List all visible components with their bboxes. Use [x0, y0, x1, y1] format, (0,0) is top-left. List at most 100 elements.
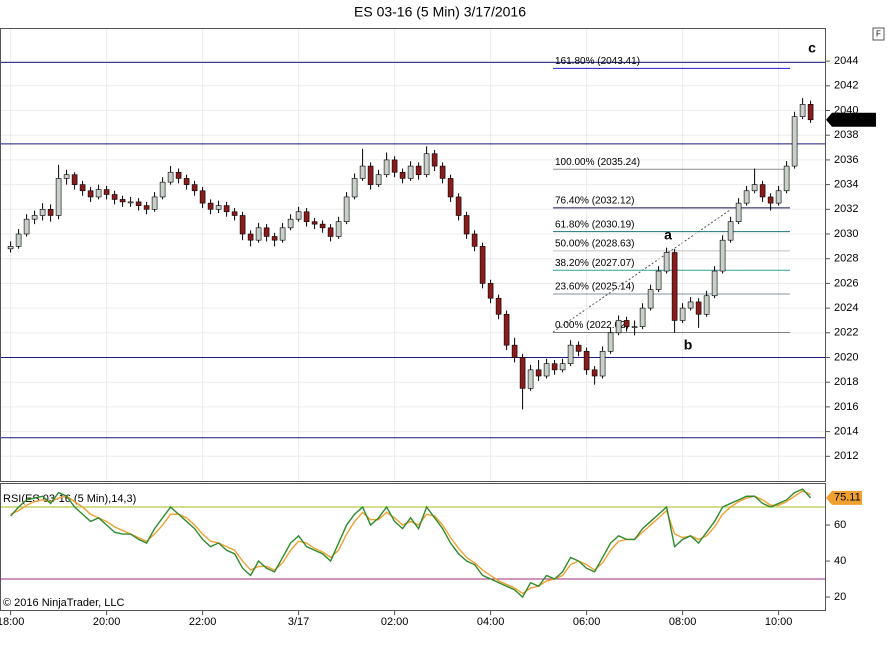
y-tick-label: 2016: [834, 401, 858, 413]
candle-body: [775, 190, 782, 204]
candle-body: [255, 227, 262, 241]
candle-body: [503, 313, 510, 346]
candle-body: [703, 295, 710, 315]
last-price-marker: [826, 112, 876, 127]
candle-body: [327, 227, 334, 237]
candle-body: [471, 233, 478, 247]
candle-body: [615, 320, 622, 334]
candle-body: [727, 221, 734, 241]
y-tick-label: 2012: [834, 450, 858, 462]
candle-body: [439, 165, 446, 179]
candle-body: [79, 184, 86, 192]
y-tick-label: 2034: [834, 179, 858, 191]
candle-body: [343, 196, 350, 222]
candle-body: [215, 205, 222, 210]
y-tick-label: 20: [834, 591, 846, 603]
candle-body: [695, 301, 702, 315]
candle-body: [383, 159, 390, 176]
candle-body: [431, 153, 438, 167]
candle-body: [479, 246, 486, 284]
candle-body: [95, 189, 102, 198]
candle-body: [807, 104, 814, 121]
chart-title: ES 03-16 (5 Min) 3/17/2016: [354, 4, 526, 20]
candle-body: [415, 165, 422, 176]
candle-body: [47, 209, 54, 216]
candle-body: [599, 351, 606, 377]
candle-body: [111, 194, 118, 200]
candle-body: [87, 190, 94, 198]
candle-body: [671, 252, 678, 321]
x-tick-label: 08:00: [669, 616, 697, 628]
candle-body: [751, 184, 758, 192]
candle-body: [391, 159, 398, 173]
candle-body: [719, 239, 726, 272]
candle-body: [799, 104, 806, 117]
fib-label: 61.80% (2030.19): [555, 219, 635, 230]
candle-body: [127, 201, 134, 204]
wave-label: b: [684, 337, 693, 353]
x-tick-label: 22:00: [189, 616, 217, 628]
candle-body: [511, 344, 518, 358]
y-tick-label: 2028: [834, 253, 858, 265]
candle-body: [639, 307, 646, 327]
candle-body: [591, 369, 598, 377]
y-tick-label: 2042: [834, 80, 858, 92]
candle-body: [551, 363, 558, 371]
x-tick-label: 10:00: [765, 616, 793, 628]
fib-label: 23.60% (2025.14): [555, 282, 635, 293]
rsi-line: [10, 490, 811, 595]
corner-button-label[interactable]: F: [876, 30, 881, 39]
y-tick-label: 2014: [834, 426, 858, 438]
candle-body: [783, 165, 790, 192]
candle-body: [743, 190, 750, 204]
candle-body: [223, 205, 230, 213]
candle-body: [687, 301, 694, 309]
x-tick-label: 18:00: [0, 616, 24, 628]
fib-label: 0.00% (2022.02): [555, 320, 629, 331]
candle-body: [199, 190, 206, 204]
last-value-label: 75.11: [834, 492, 861, 504]
candle-body: [631, 326, 638, 328]
fib-label: 38.20% (2027.07): [555, 258, 635, 269]
y-tick-label: 60: [834, 519, 846, 531]
candle-body: [287, 218, 294, 229]
candle-body: [279, 227, 286, 241]
candle-body: [151, 196, 158, 210]
candle-body: [575, 344, 582, 352]
candle-body: [487, 283, 494, 299]
rsi-panel: [0, 483, 826, 611]
candle-body: [63, 174, 70, 179]
candle-body: [447, 178, 454, 198]
candle-body: [559, 363, 566, 371]
candle-body: [311, 221, 318, 225]
candle-body: [7, 246, 14, 250]
y-tick-label: 2024: [834, 302, 858, 314]
candle-body: [71, 174, 78, 185]
candle-body: [567, 344, 574, 364]
corner-button[interactable]: [872, 27, 885, 41]
candle-body: [583, 351, 590, 371]
candle-body: [607, 332, 614, 352]
candle-body: [303, 211, 310, 222]
y-tick-label: 2030: [834, 228, 858, 240]
y-tick-label: 2036: [834, 154, 858, 166]
candle-body: [759, 184, 766, 198]
candle-body: [527, 369, 534, 389]
candle-body: [15, 233, 22, 247]
last-price-label: 2039.25: [834, 114, 874, 126]
y-tick-label: 2020: [834, 351, 858, 363]
candle-body: [519, 357, 526, 389]
y-tick-label: 2044: [834, 55, 858, 67]
candle-body: [39, 209, 46, 216]
candle-body: [55, 178, 62, 216]
candle-body: [351, 178, 358, 198]
candle-body: [711, 270, 718, 297]
candle-body: [263, 227, 270, 237]
x-tick-label: 20:00: [93, 616, 121, 628]
fib-label: 50.00% (2028.63): [555, 239, 635, 250]
y-tick-label: 2022: [834, 327, 858, 339]
candle-body: [455, 196, 462, 216]
fib-label: 100.00% (2035.24): [555, 157, 640, 168]
watermark: © 2016 NinjaTrader, LLC: [3, 597, 124, 609]
candle-body: [791, 116, 798, 167]
